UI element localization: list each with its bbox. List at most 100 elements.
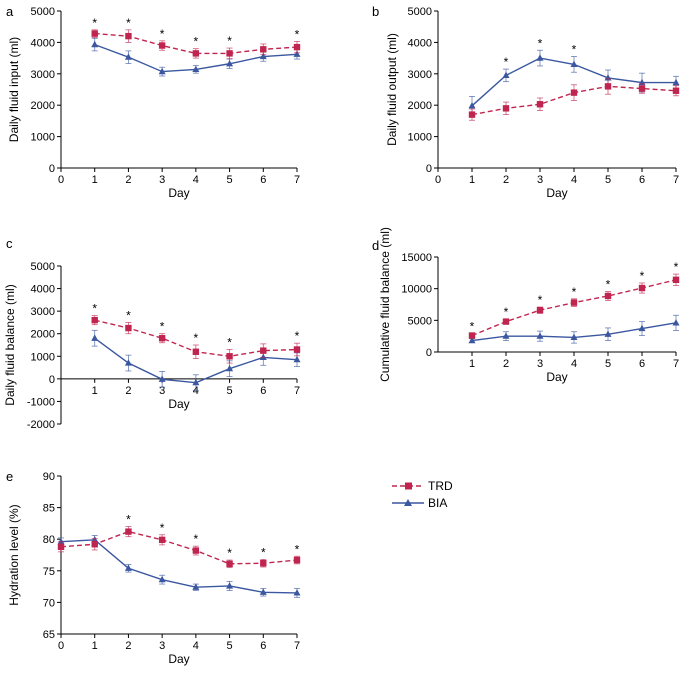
significance-star-d: * [606,278,611,292]
legend: TRD BIA [392,479,453,510]
y-tick-label-d: 10000 [401,284,432,296]
significance-star-c: * [227,336,232,350]
x-tick-label-b: 0 [435,174,441,186]
point-bia-c [91,334,99,341]
x-tick-label-d: 5 [605,358,611,370]
point-trd-b [604,83,612,90]
point-trd-c [192,348,200,355]
point-trd-c [260,347,267,354]
point-trd-d [536,307,544,314]
x-tick-label-a: 1 [92,174,98,186]
y-tick-label-e: 90 [43,471,55,483]
x-tick-label-a: 2 [125,174,131,186]
y-tick-label-c: 1000 [31,351,55,363]
point-trd-b [570,89,578,96]
panel-c: c-2000-10000100020003000400050001234567D… [3,236,301,431]
point-bia-d [536,332,544,339]
x-tick-label-e: 5 [227,640,233,652]
x-tick-label-b: 2 [503,174,509,186]
point-trd-d [638,284,646,292]
significance-star-a: * [160,27,165,41]
y-axis-label-b: Daily fluid output (ml) [385,33,399,146]
point-bia-a [226,59,234,67]
point-trd-a [260,46,267,53]
point-trd-a [192,50,200,57]
significance-star-a: * [92,16,97,30]
y-tick-label-a: 4000 [31,37,55,49]
point-trd-c [226,353,233,360]
point-trd-a [158,42,166,49]
point-bia-d [468,336,476,344]
y-tick-label-c: 0 [49,374,55,386]
x-tick-label-d: 3 [537,358,543,370]
y-tick-label-e: 80 [43,534,55,546]
point-trd-e [125,528,132,535]
y-tick-label-e: 65 [43,629,55,641]
point-trd-d [672,276,680,283]
series-line-bia-e [60,539,298,594]
significance-star-d: * [674,260,679,274]
x-tick-label-c: 2 [125,385,131,397]
significance-star-e: * [126,513,131,527]
point-trd-b [536,101,544,108]
x-tick-label-d: 1 [469,358,475,370]
legend-label-bia: BIA [428,496,447,510]
x-tick-label-b: 1 [469,174,475,186]
panel-label-d: d [372,238,379,253]
x-tick-label-d: 2 [503,358,509,370]
point-bia-b [570,60,578,67]
point-bia-a [259,52,267,60]
x-tick-label-e: 3 [159,640,165,652]
x-axis-label-a: Day [168,186,189,200]
x-tick-label-a: 7 [294,174,300,186]
x-tick-label-a: 0 [58,174,64,186]
y-tick-label-b: 4000 [408,37,432,49]
point-bia-e [158,575,166,583]
point-bia-e [226,582,234,589]
point-trd-a [125,32,132,40]
significance-star-d: * [538,293,543,307]
significance-star-c: * [160,320,165,334]
y-tick-label-b: 2000 [408,100,432,112]
point-trd-c [293,346,301,353]
point-trd-e [226,560,233,568]
point-bia-a [91,40,99,48]
x-tick-label-c: 3 [159,385,165,397]
x-tick-label-c: 1 [92,385,98,397]
point-bia-b [672,78,680,86]
significance-star-b: * [504,55,509,69]
point-bia-a [158,67,166,75]
point-bia-c [158,375,166,382]
legend-marker-bia [404,499,412,506]
significance-star-b: * [572,43,577,57]
legend-label-trd: TRD [428,479,453,493]
significance-star-e: * [227,546,232,560]
y-tick-label-c: -1000 [27,396,55,408]
point-bia-d [672,319,680,326]
x-tick-label-e: 4 [193,640,199,652]
y-tick-label-a: 3000 [31,69,55,81]
y-tick-label-d: 15000 [401,252,432,264]
point-trd-c [91,316,98,324]
point-bia-a [293,50,301,57]
panel-label-e: e [6,469,13,484]
point-trd-b [502,105,510,112]
significance-star-c: * [295,329,300,343]
significance-star-b: * [538,36,543,50]
significance-star-e: * [261,545,266,559]
point-bia-e [124,564,132,571]
significance-star-e: * [160,521,165,535]
x-tick-label-c: 6 [260,385,266,397]
x-tick-label-a: 5 [227,174,233,186]
panel-e: e 65 70 75 80 85 90 0 1 2 3 4 5 6 7 Day Hydration level … [6,469,301,666]
point-trd-e [91,541,98,548]
point-bia-c [124,359,132,366]
point-bia-d [604,330,612,337]
x-axis-label-e: Day [168,652,189,666]
x-tick-label-e: 2 [125,640,131,652]
point-trd-d [502,318,510,325]
x-tick-label-a: 3 [159,174,165,186]
panel-label-a: a [6,4,14,19]
x-tick-label-b: 6 [639,174,645,186]
